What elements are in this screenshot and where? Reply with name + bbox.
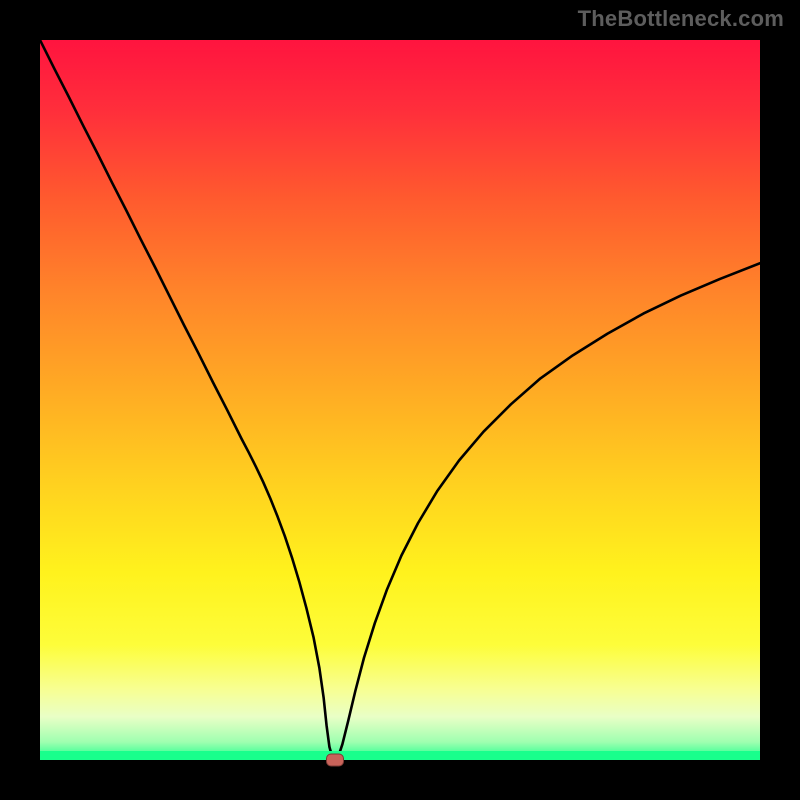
- chart-svg: [40, 40, 760, 760]
- watermark-text: TheBottleneck.com: [578, 6, 784, 32]
- bottleneck-curve: [40, 40, 760, 760]
- minimum-marker: [326, 754, 344, 767]
- baseline-strip: [40, 751, 760, 760]
- plot-area: [40, 40, 760, 760]
- figure-frame: TheBottleneck.com: [0, 0, 800, 800]
